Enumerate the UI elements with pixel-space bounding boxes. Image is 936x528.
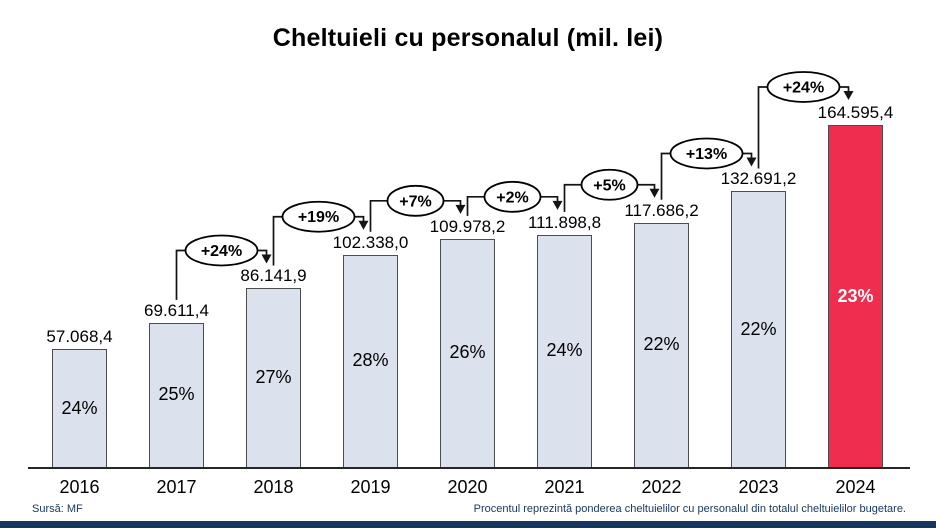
- bar-share-label-2024: 23%: [837, 285, 874, 306]
- bar-value-label-2017: 69.611,4: [144, 300, 209, 320]
- x-tick-label-2017: 2017: [156, 477, 197, 497]
- source-note: Sursă: MF: [32, 503, 83, 515]
- bar-share-label-2023: 22%: [740, 318, 777, 339]
- arrowhead-icon: [552, 200, 563, 210]
- x-axis-line: [28, 467, 910, 469]
- x-tick-label-2020: 2020: [447, 477, 488, 497]
- footnote: Procentul reprezintă ponderea cheltuieli…: [473, 503, 906, 515]
- growth-badge-label: +19%: [298, 209, 339, 226]
- growth-badge-2022-2023: [669, 137, 744, 170]
- bar-value-label-2020: 109.978,2: [429, 216, 506, 236]
- growth-badge-2020-2021: [483, 180, 542, 213]
- bar-share-label-2017: 25%: [158, 384, 195, 405]
- arrowhead-icon: [843, 91, 854, 100]
- x-tick-label-2023: 2023: [738, 477, 779, 497]
- arrowhead-icon: [746, 157, 757, 167]
- x-tick-label-2019: 2019: [350, 477, 391, 497]
- bar-2019: [343, 254, 398, 469]
- growth-badge-2018-2019: [281, 200, 356, 233]
- bar-share-label-2022: 22%: [643, 334, 680, 355]
- growth-badge-label: +2%: [496, 189, 528, 206]
- arrowhead-icon: [358, 220, 369, 230]
- bar-share-label-2018: 27%: [255, 367, 292, 388]
- growth-badge-2017-2018: [184, 234, 259, 267]
- bar-2018: [246, 288, 301, 469]
- x-tick-label-2021: 2021: [544, 477, 585, 497]
- bar-2016: [52, 349, 107, 469]
- chart-title: Cheltuieli cu personalul (mil. lei): [272, 24, 664, 52]
- growth-badge-2023-2024: [766, 71, 841, 103]
- growth-badge-label: +24%: [783, 80, 824, 97]
- growth-badge-2021-2022: [580, 168, 639, 201]
- growth-badge-label: +13%: [686, 146, 727, 163]
- bar-value-label-2016: 57.068,4: [46, 327, 113, 347]
- x-tick-label-2022: 2022: [641, 477, 682, 497]
- bar-value-label-2019: 102.338,0: [332, 232, 409, 252]
- arrowhead-icon: [455, 204, 466, 214]
- x-tick-label-2016: 2016: [59, 477, 100, 497]
- bar-share-label-2019: 28%: [352, 350, 389, 371]
- growth-badge-2019-2020: [386, 184, 445, 217]
- bar-2022: [634, 222, 689, 469]
- bar-share-label-2020: 26%: [449, 342, 486, 363]
- bar-2021: [537, 234, 592, 469]
- bar-share-label-2021: 24%: [546, 340, 583, 361]
- growth-badge-label: +7%: [399, 193, 431, 210]
- growth-badge-label: +24%: [201, 243, 242, 260]
- x-tick-label-2018: 2018: [253, 477, 294, 497]
- footer-accent-bar: [0, 521, 936, 528]
- bar-2017: [149, 322, 204, 469]
- bar-2024: [828, 125, 883, 469]
- arrowhead-icon: [649, 188, 660, 198]
- x-tick-label-2024: 2024: [835, 477, 876, 497]
- bar-value-label-2021: 111.898,8: [527, 212, 602, 232]
- arrowhead-icon: [261, 254, 272, 264]
- bar-2023: [731, 191, 786, 469]
- bar-value-label-2022: 117.686,2: [624, 200, 699, 220]
- bar-value-label-2018: 86.141,9: [240, 266, 307, 286]
- bar-2020: [440, 238, 495, 469]
- bar-value-label-2024: 164.595,4: [817, 103, 894, 122]
- growth-badge-label: +5%: [593, 177, 625, 194]
- bar-share-label-2016: 24%: [61, 397, 98, 418]
- bar-value-label-2023: 132.691,2: [720, 169, 797, 189]
